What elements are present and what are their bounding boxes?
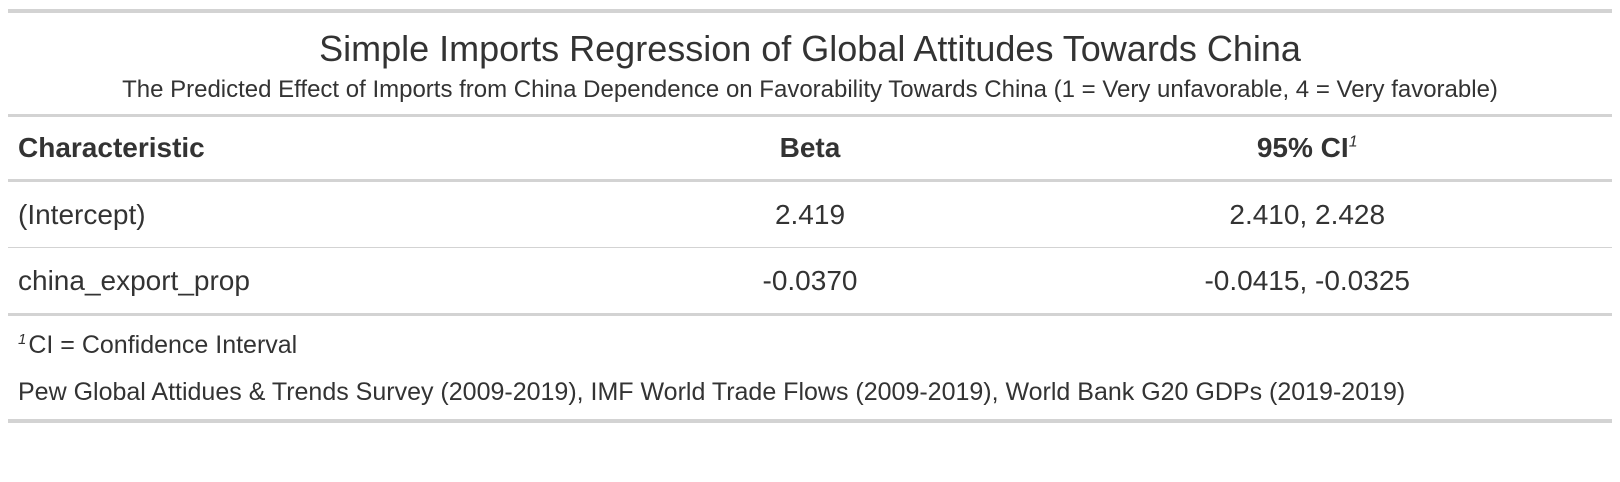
top-rule [8, 9, 1612, 13]
header-ci-label: 95% CI [1256, 132, 1349, 163]
header-characteristic: Characteristic [18, 132, 205, 163]
table-subtitle: The Predicted Effect of Imports from Chi… [122, 76, 1498, 103]
row-beta: -0.0370 [762, 264, 858, 296]
footnote-text: CI = Confidence Interval [28, 331, 298, 359]
header-ci: 95% CI1 [1002, 117, 1612, 181]
regression-table-container: Simple Imports Regression of Global Atti… [8, 9, 1612, 423]
row-beta: 2.419 [774, 198, 846, 230]
header-row: Characteristic Beta 95% CI1 [8, 117, 1612, 181]
header-ci-footnote-mark: 1 [1348, 133, 1358, 151]
table-row: china_export_prop -0.0370 -0.0415, -0.03… [8, 247, 1612, 315]
row-characteristic: china_export_prop [18, 264, 250, 296]
table-title: Simple Imports Regression of Global Atti… [319, 28, 1301, 69]
row-characteristic: (Intercept) [18, 198, 146, 230]
row-ci: 2.410, 2.428 [1229, 198, 1386, 230]
regression-table: Characteristic Beta 95% CI1 (Intercept) … [8, 117, 1612, 316]
footnote-mark: 1 [18, 330, 27, 348]
table-row: (Intercept) 2.419 2.410, 2.428 [8, 181, 1612, 248]
bottom-rule [8, 419, 1612, 423]
table-footnote: 1CI = Confidence Interval [8, 316, 1612, 362]
row-ci: -0.0415, -0.0325 [1204, 264, 1410, 296]
header-beta: Beta [779, 132, 841, 163]
header-top-rule [8, 114, 1612, 117]
table-source-note: Pew Global Attidues & Trends Survey (200… [18, 378, 1406, 406]
